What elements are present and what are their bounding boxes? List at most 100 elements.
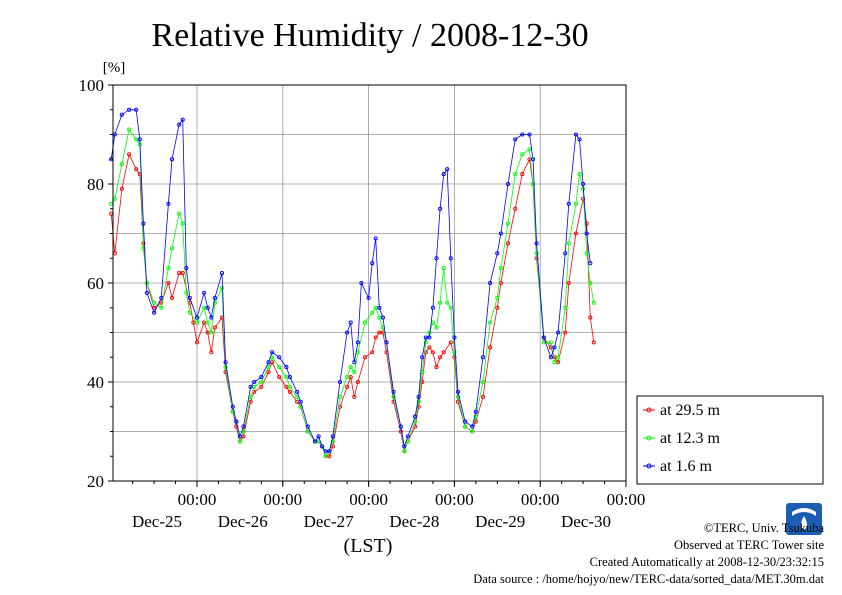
series-2 — [109, 107, 593, 454]
data-point — [352, 360, 357, 365]
data-point — [398, 429, 403, 434]
credit-source: Data source : /home/hojyo/new/TERC-data/… — [473, 572, 824, 586]
data-point — [194, 320, 200, 325]
data-point — [362, 355, 368, 360]
data-point — [470, 424, 475, 429]
data-point — [119, 186, 124, 191]
data-point — [452, 335, 457, 340]
data-point — [234, 419, 239, 424]
x-tick-date-label: Dec-28 — [389, 512, 439, 531]
data-point — [177, 211, 182, 216]
data-point — [588, 315, 593, 320]
data-point — [552, 345, 557, 350]
data-point — [259, 375, 264, 380]
data-point — [295, 389, 300, 394]
series-line — [110, 153, 595, 457]
data-point — [448, 305, 453, 310]
data-point — [159, 305, 164, 310]
data-point — [438, 300, 443, 305]
data-point — [134, 167, 139, 172]
series-line — [110, 128, 595, 458]
legend-marker — [646, 435, 652, 441]
legend-marker — [646, 407, 652, 413]
data-point — [463, 424, 468, 429]
data-point — [259, 379, 264, 385]
series-1 — [109, 127, 596, 459]
data-point — [345, 384, 350, 389]
data-point — [127, 107, 132, 112]
data-point — [184, 290, 189, 295]
data-point — [352, 370, 357, 375]
data-point — [434, 325, 439, 330]
data-point — [384, 340, 389, 345]
y-tick-label: 40 — [87, 373, 104, 392]
x-axis-label: (LST) — [344, 535, 393, 557]
data-point — [584, 251, 589, 256]
data-point — [323, 454, 328, 459]
data-point — [348, 320, 353, 325]
data-point — [352, 394, 357, 399]
data-point — [237, 439, 242, 444]
credit-site: Observed at TERC Tower site — [674, 538, 824, 552]
data-point — [345, 330, 350, 335]
data-point — [563, 330, 568, 335]
data-point — [448, 256, 453, 261]
x-tick-date-label: Dec-26 — [218, 512, 268, 531]
data-point — [488, 345, 493, 350]
data-point — [270, 350, 275, 355]
data-point — [241, 424, 246, 429]
data-point — [180, 271, 185, 276]
data-point — [566, 201, 571, 206]
data-point — [366, 295, 371, 300]
data-point — [480, 394, 486, 399]
data-point — [473, 414, 478, 419]
data-point — [423, 340, 428, 345]
data-point — [416, 394, 421, 399]
data-point — [527, 132, 532, 137]
data-point — [530, 181, 536, 187]
data-point — [330, 439, 335, 444]
data-point — [448, 340, 453, 345]
plot-frame — [112, 84, 627, 482]
data-point — [345, 375, 350, 380]
data-point — [159, 295, 164, 300]
data-point — [152, 310, 157, 315]
x-tick-time-label: 00:00 — [349, 490, 388, 509]
data-point — [209, 315, 214, 320]
data-point — [445, 167, 450, 172]
data-point — [495, 295, 500, 300]
data-point — [209, 350, 214, 355]
x-tick-time-label: 00:00 — [521, 490, 560, 509]
x-tick-date-label: Dec-27 — [304, 512, 355, 531]
y-axis-unit: [%] — [103, 60, 126, 76]
y-tick-label: 100 — [79, 76, 105, 95]
legend: at 29.5 m at 12.3 m at 1.6 m — [636, 395, 824, 485]
data-point — [355, 340, 360, 345]
data-point — [420, 355, 425, 360]
data-point — [248, 384, 253, 389]
data-point — [166, 201, 171, 206]
data-point — [184, 266, 189, 271]
data-point — [566, 280, 571, 286]
data-point — [441, 172, 446, 177]
data-point — [405, 434, 410, 439]
x-tick-date-label: Dec-30 — [561, 512, 611, 531]
data-point — [373, 335, 378, 340]
data-point — [370, 350, 375, 355]
data-point — [362, 320, 368, 325]
data-point — [391, 399, 396, 404]
data-point — [266, 365, 271, 370]
data-point — [505, 181, 511, 187]
data-point — [252, 379, 257, 385]
data-point — [566, 241, 571, 246]
data-point — [330, 434, 335, 439]
data-point — [205, 305, 210, 310]
data-point — [591, 300, 596, 305]
data-point — [152, 300, 157, 305]
data-point — [337, 379, 343, 385]
y-axis-ticks: 20 40 60 80 100 — [79, 76, 113, 491]
data-point — [194, 315, 200, 320]
data-point — [527, 147, 532, 152]
legend-marker — [646, 463, 652, 469]
